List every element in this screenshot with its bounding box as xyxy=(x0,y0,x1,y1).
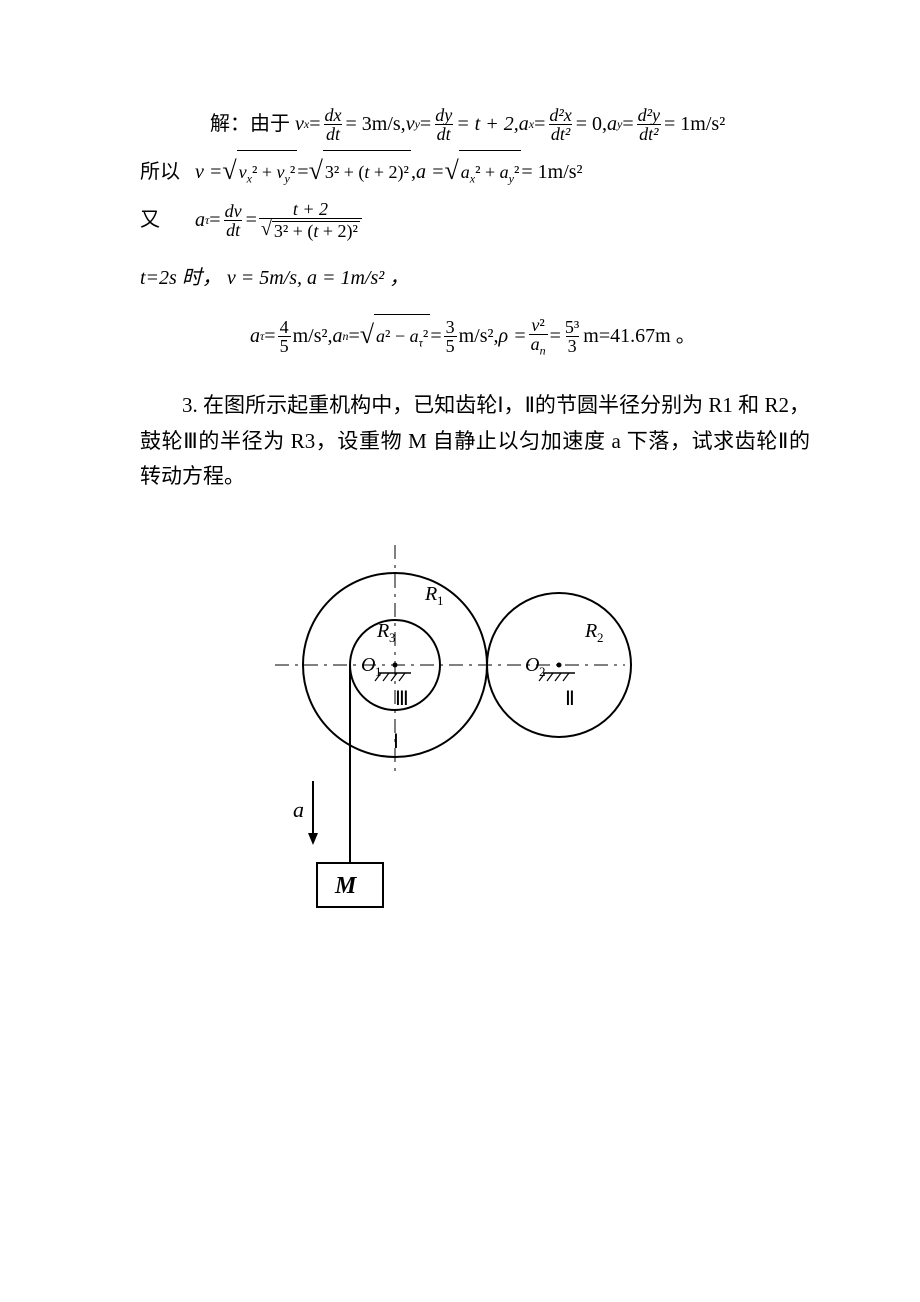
svg-text:1: 1 xyxy=(437,593,444,608)
eq-line-5: aτ = 45 m/s², an = √a² − aτ² = 35 m/s², … xyxy=(140,312,810,360)
label-I: Ⅰ xyxy=(393,731,399,753)
label-R3: R xyxy=(376,620,389,642)
document-page: 解： 由于 vx = dxdt = 3m/s, vy = dydt = t + … xyxy=(0,0,920,985)
figure-gears: R 1 R 3 R 2 O 1 O 2 Ⅲ Ⅰ Ⅱ a M xyxy=(140,545,810,925)
label-a: a xyxy=(293,797,304,822)
eq-line-3: 又 aτ = dvdt = t + 2 √3² + (t + 2)² xyxy=(140,196,810,244)
label-R1: R xyxy=(424,583,437,605)
svg-text:2: 2 xyxy=(539,664,546,679)
label-O1: O xyxy=(361,654,375,676)
eq-line-1: 解： 由于 vx = dxdt = 3m/s, vy = dydt = t + … xyxy=(140,100,810,148)
label-since: 由于 xyxy=(250,100,290,148)
gear-diagram-svg: R 1 R 3 R 2 O 1 O 2 Ⅲ Ⅰ Ⅱ a M xyxy=(275,545,675,925)
svg-text:1: 1 xyxy=(375,664,382,679)
solution-block: 解： 由于 vx = dxdt = 3m/s, vy = dydt = t + … xyxy=(140,100,810,360)
problem-3-text: 3. 在图所示起重机构中，已知齿轮Ⅰ，Ⅱ的节圆半径分别为 R1 和 R2，鼓轮Ⅲ… xyxy=(140,388,810,495)
svg-text:3: 3 xyxy=(389,630,396,645)
svg-text:2: 2 xyxy=(597,630,604,645)
label-also: 又 xyxy=(140,196,160,244)
label-III: Ⅲ xyxy=(395,688,409,710)
label-solve: 解： xyxy=(210,100,250,148)
label-R2: R xyxy=(584,620,597,642)
eq-line-2: 所以 v = √vx² + vy² = √3² + (t + 2)² , a =… xyxy=(140,148,810,196)
label-O2: O xyxy=(525,654,539,676)
label-so: 所以 xyxy=(140,148,180,196)
label-II: Ⅱ xyxy=(565,688,575,710)
eq-line-4: t=2s 时， v = 5m/s, a = 1m/s² ， xyxy=(140,254,810,302)
label-M: M xyxy=(334,873,358,899)
